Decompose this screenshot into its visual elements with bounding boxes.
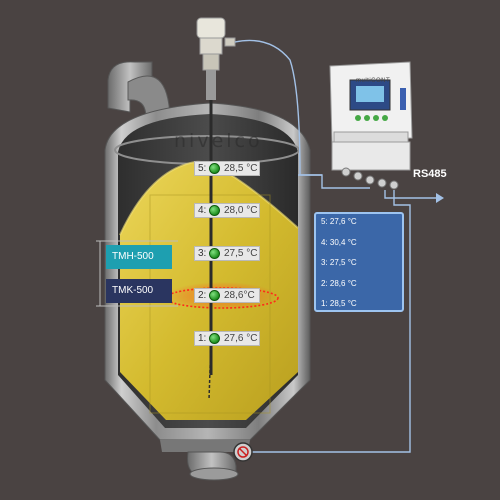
sensor-status-icon: [209, 205, 220, 216]
sensor-index: 2:: [198, 290, 207, 301]
sensor-index: 4:: [198, 205, 207, 216]
outlet-valve-icon: [233, 442, 253, 462]
inlet-pipe-elbow-icon: [107, 61, 171, 119]
sensor-index: 5:: [198, 163, 207, 174]
rs485-arrow: [436, 193, 444, 203]
sensor-status-icon: [209, 248, 220, 259]
sensor-value: 28,0 °C: [224, 205, 258, 216]
sensor-label-4: 4: 28,0 °C: [194, 203, 260, 218]
silo-hopper: [160, 440, 250, 481]
sensor-value: 27,5 °C: [224, 248, 258, 259]
readout-line: 1: 28,5 °C: [321, 299, 357, 308]
sensor-label-2: 2: 28,6°C: [194, 288, 260, 303]
sensor-index: 1:: [198, 333, 207, 344]
readout-line: 2: 28,6 °C: [321, 278, 357, 288]
sensor-value: 27,6 °C: [224, 333, 258, 344]
readout-line: 5: 27,6 °C: [321, 217, 357, 226]
readout-line: 4: 30,4 °C: [321, 237, 357, 247]
probe-tag-tmk: TMK-500: [106, 279, 172, 303]
controller-brand-label: multiCONT: [356, 78, 391, 84]
sensor-status-icon: [209, 163, 220, 174]
probe-tag-leaders: [96, 240, 178, 307]
controller-unit-icon: [329, 61, 413, 190]
signal-wiring: [234, 39, 436, 453]
sensor-index: 3:: [198, 248, 207, 259]
radar-level-transmitter-icon: [196, 17, 236, 100]
probe-tag-tmh: TMH-500: [106, 245, 172, 269]
sensor-status-icon: [209, 290, 220, 301]
rs485-label: RS485: [413, 168, 447, 180]
tank-brand-logo: nivelco: [174, 130, 263, 152]
sensor-value: 28,5 °C: [224, 163, 258, 174]
sensor-value: 28,6°C: [224, 290, 255, 301]
readout-line: 3: 27,5 °C: [321, 258, 357, 267]
sensor-label-1: 1: 27,6 °C: [194, 331, 260, 346]
sensor-status-icon: [209, 333, 220, 344]
sensor-label-5: 5: 28,5 °C: [194, 161, 260, 176]
sensor-label-3: 3: 27,5 °C: [194, 246, 260, 261]
temperature-readout-panel: 5: 27,6 °C 4: 30,4 °C 3: 27,5 °C 2: 28,6…: [314, 212, 404, 312]
